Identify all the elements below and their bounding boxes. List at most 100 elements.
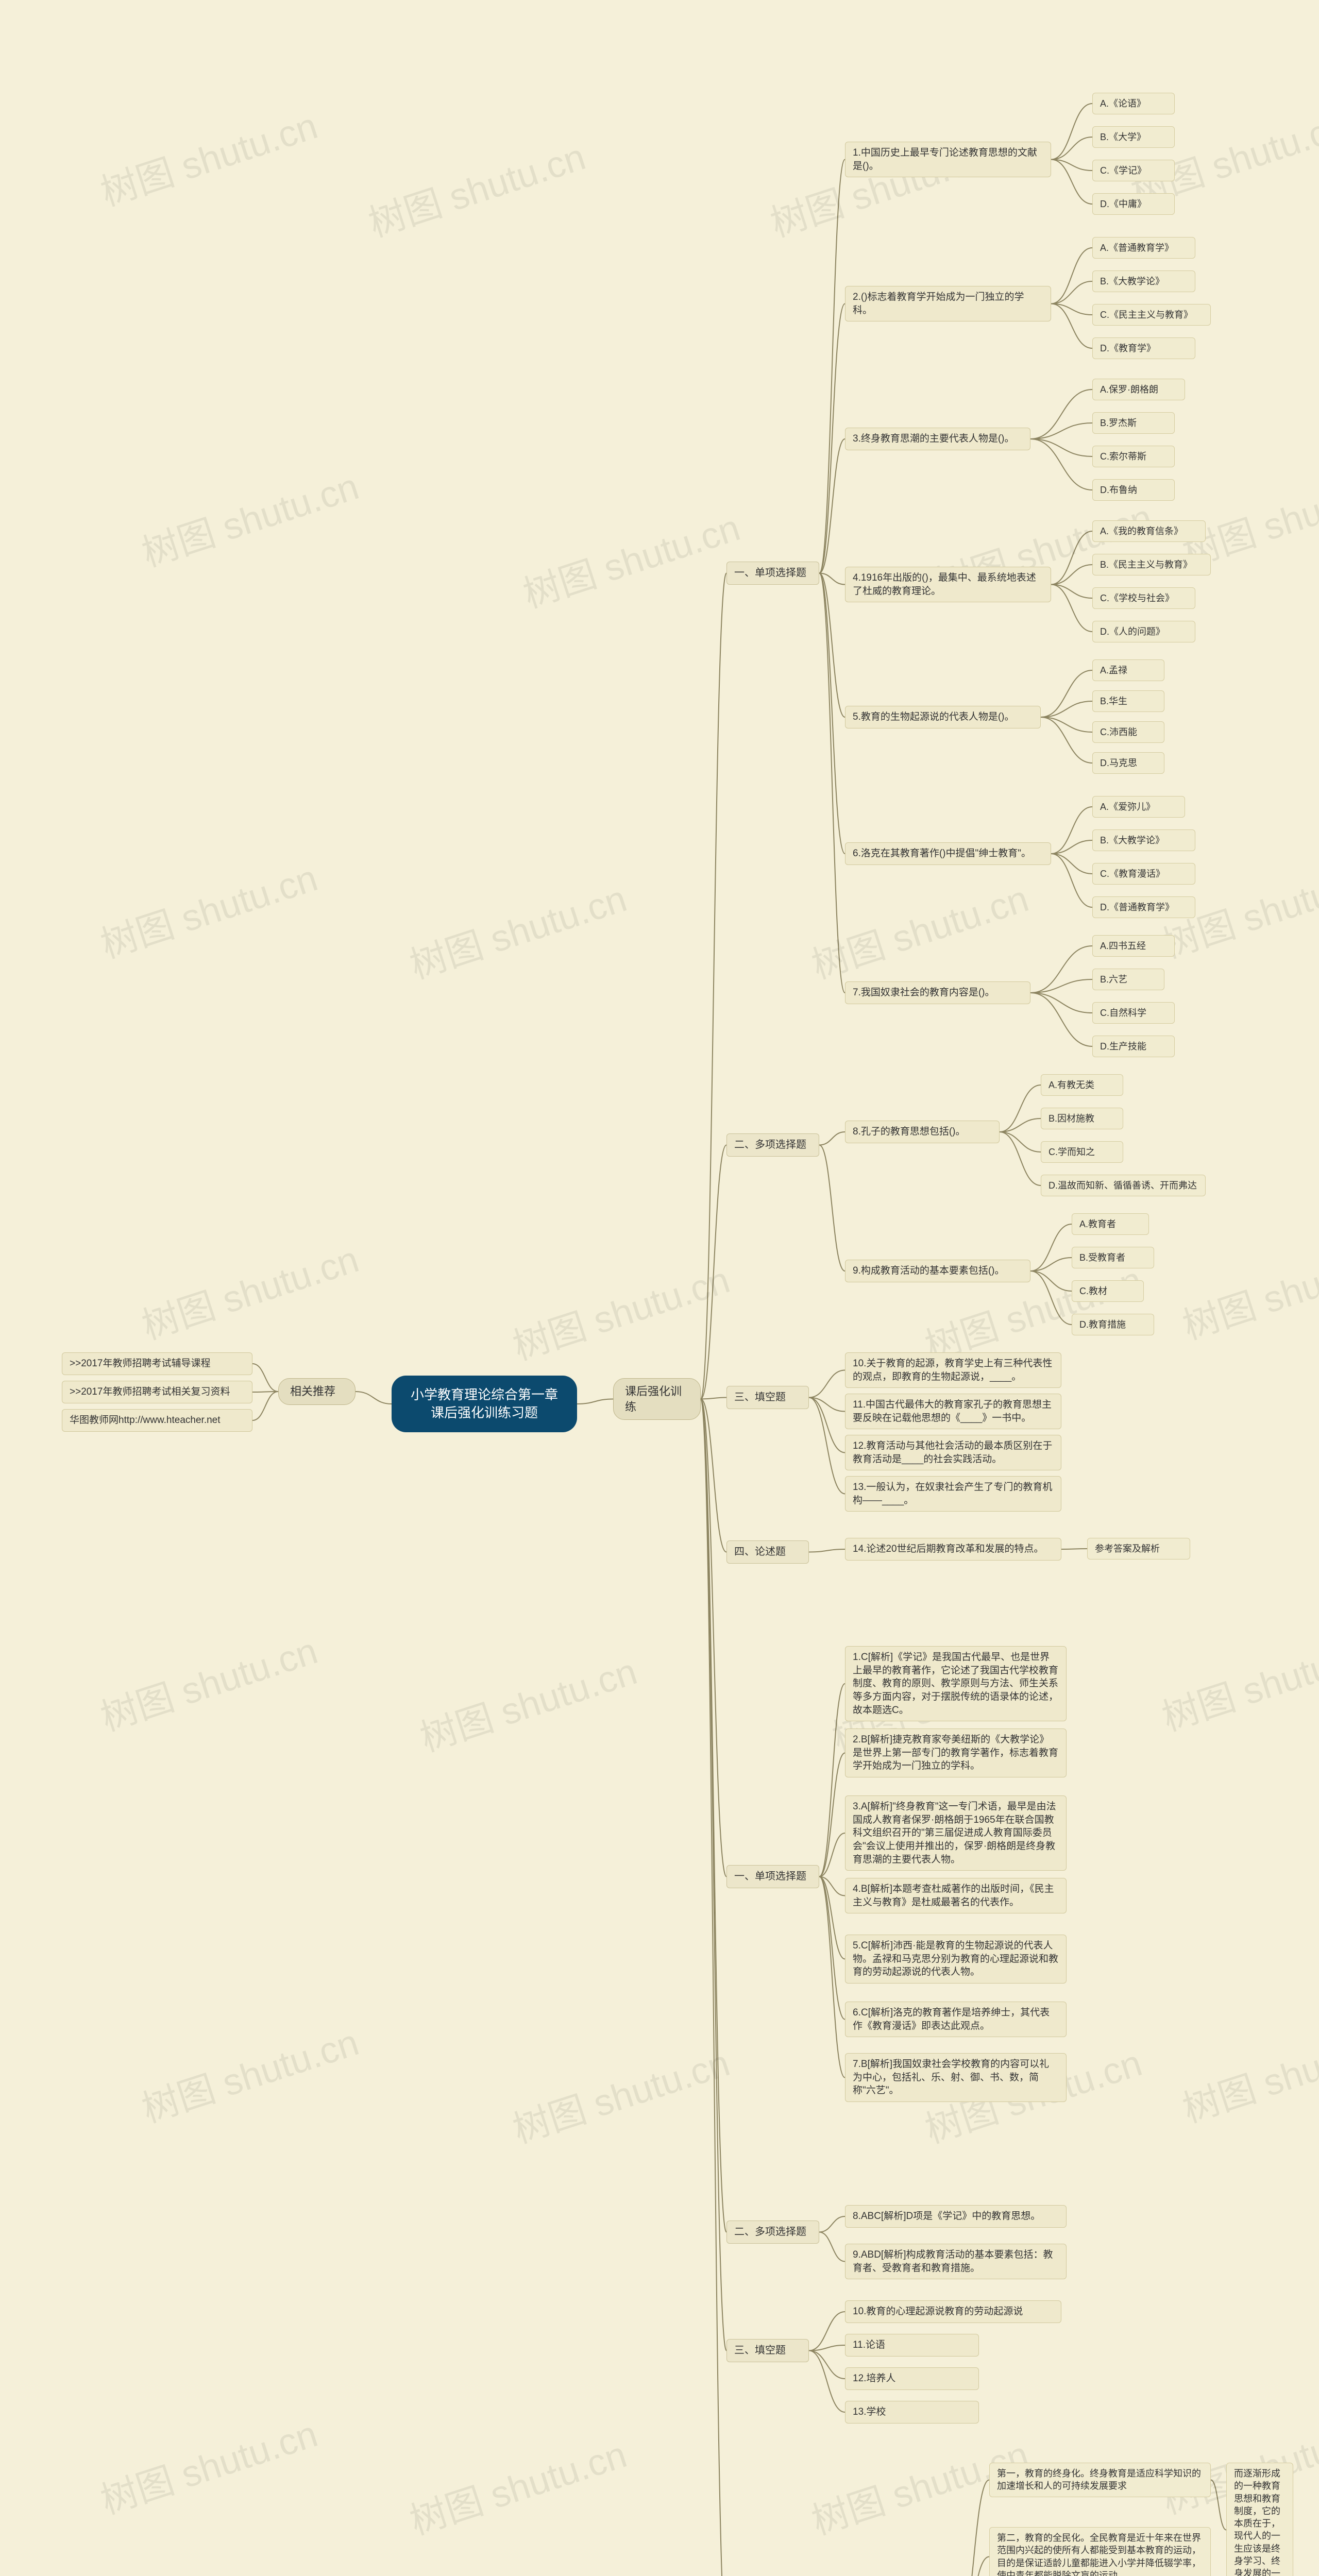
node-a11[interactable]: 11.论语 [845,2334,979,2357]
node-sec6[interactable]: 二、多项选择题 [726,2221,819,2244]
node-q5[interactable]: 5.教育的生物起源说的代表人物是()。 [845,706,1041,728]
node-q12[interactable]: 12.教育活动与其他社会活动的最本质区别在于教育活动是____的社会实践活动。 [845,1435,1061,1470]
node-q8a[interactable]: A.有教无类 [1041,1074,1123,1096]
node-q1c[interactable]: C.《学记》 [1092,160,1175,181]
edge [1000,1118,1041,1132]
edge [1041,717,1092,732]
edge [1051,304,1092,315]
node-q9a[interactable]: A.教育者 [1072,1213,1149,1235]
node-q9d[interactable]: D.教育措施 [1072,1314,1154,1335]
node-a4[interactable]: 4.B[解析]本题考查杜威著作的出版时间，《民主主义与教育》是杜威最著名的代表作… [845,1878,1067,1913]
node-left_box[interactable]: 相关推荐 [278,1378,356,1405]
node-left_b[interactable]: >>2017年教师招聘考试相关复习资料 [62,1381,252,1403]
node-q7d[interactable]: D.生产技能 [1092,1036,1175,1057]
node-q11[interactable]: 11.中国古代最伟大的教育家孔子的教育思想主要反映在记载他思想的《____》一书… [845,1394,1061,1429]
node-q2[interactable]: 2.()标志着教育学开始成为一门独立的学科。 [845,286,1051,321]
node-q5d[interactable]: D.马克思 [1092,752,1164,774]
node-q7a[interactable]: A.四书五经 [1092,935,1175,957]
node-q8d[interactable]: D.温故而知新、循循善诱、开而弗达 [1041,1175,1206,1196]
node-a13[interactable]: 13.学校 [845,2401,979,2424]
node-a6[interactable]: 6.C[解析]洛克的教育著作是培养绅士，其代表作《教育漫话》即表达此观点。 [845,2002,1067,2037]
node-q3c[interactable]: C.索尔蒂斯 [1092,446,1175,467]
node-a10[interactable]: 10.教育的心理起源说教育的劳动起源说 [845,2300,1061,2323]
node-q7[interactable]: 7.我国奴隶社会的教育内容是()。 [845,981,1030,1004]
node-q5a[interactable]: A.孟禄 [1092,659,1164,681]
watermark: 树图 shutu.cn [402,868,632,989]
node-q4c[interactable]: C.《学校与社会》 [1092,587,1195,609]
edge [819,573,845,718]
node-q1[interactable]: 1.中国历史上最早专门论述教育思想的文献是()。 [845,142,1051,177]
edge [809,1370,845,1398]
node-q5b[interactable]: B.华生 [1092,690,1164,712]
edge [1030,1271,1072,1325]
node-a2[interactable]: 2.B[解析]捷克教育家夸美纽斯的《大教学论》是世界上第一部专门的教育学著作，标… [845,1728,1067,1777]
node-right_box[interactable]: 课后强化训练 [613,1378,701,1420]
watermark: 树图 shutu.cn [134,456,364,577]
node-sec3[interactable]: 三、填空题 [726,1386,809,1409]
node-a14_2[interactable]: 第二，教育的全民化。全民教育是近十年来在世界范围内兴起的使所有人都能受到基本教育… [989,2527,1211,2576]
node-q2a[interactable]: A.《普通教育学》 [1092,237,1195,259]
node-q3[interactable]: 3.终身教育思潮的主要代表人物是()。 [845,428,1030,450]
node-q2d[interactable]: D.《教育学》 [1092,337,1195,359]
node-a8[interactable]: 8.ABC[解析]D项是《学记》中的教育思想。 [845,2205,1067,2228]
node-q13[interactable]: 13.一般认为，在奴隶社会产生了专门的教育机构——____。 [845,1476,1061,1512]
node-q7b[interactable]: B.六艺 [1092,969,1164,990]
node-q4b[interactable]: B.《民主主义与教育》 [1092,554,1211,575]
node-q2c[interactable]: C.《民主主义与教育》 [1092,304,1211,326]
node-q3d[interactable]: D.布鲁纳 [1092,479,1175,501]
node-q5c[interactable]: C.沛西能 [1092,721,1164,743]
node-left_a[interactable]: >>2017年教师招聘考试辅导课程 [62,1352,252,1375]
edge [1051,104,1092,160]
edge [1000,1132,1041,1152]
node-a1[interactable]: 1.C[解析]《学记》是我国古代最早、也是世界上最早的教育著作，它论述了我国古代… [845,1646,1067,1721]
node-q3a[interactable]: A.保罗·朗格朗 [1092,379,1185,400]
node-a5[interactable]: 5.C[解析]沛西·能是教育的生物起源说的代表人物。孟禄和马克思分别为教育的心理… [845,1935,1067,1984]
node-q9c[interactable]: C.教材 [1072,1280,1144,1302]
node-sec4[interactable]: 四、论述题 [726,1540,809,1564]
node-q9b[interactable]: B.受教育者 [1072,1247,1154,1268]
node-q6d[interactable]: D.《普通教育学》 [1092,896,1195,918]
node-q10[interactable]: 10.关于教育的起源，教育学史上有三种代表性的观点，即教育的生物起源说，____… [845,1352,1061,1388]
node-a3[interactable]: 3.A[解析]"终身教育"这一专门术语，最早是由法国成人教育者保罗·朗格朗于19… [845,1795,1067,1871]
edge [1041,701,1092,717]
node-q1b[interactable]: B.《大学》 [1092,126,1175,148]
node-a14_1b[interactable]: 而逐渐形成的一种教育思想和教育制度，它的本质在于，现代人的一生应该是终身学习、终… [1226,2463,1293,2576]
node-a7[interactable]: 7.B[解析]我国奴隶社会学校教育的内容可以礼为中心，包括礼、乐、射、御、书、数… [845,2053,1067,2102]
node-q6a[interactable]: A.《爱弥儿》 [1092,796,1185,818]
node-sec2[interactable]: 二、多项选择题 [726,1133,819,1157]
node-q8c[interactable]: C.学而知之 [1041,1141,1123,1163]
node-a12[interactable]: 12.培养人 [845,2367,979,2390]
node-sec7[interactable]: 三、填空题 [726,2339,809,2362]
node-a9[interactable]: 9.ABD[解析]构成教育活动的基本要素包括：教育者、受教育者和教育措施。 [845,2244,1067,2279]
node-q6b[interactable]: B.《大教学论》 [1092,829,1195,851]
watermark: 树图 shutu.cn [515,497,746,618]
node-a14_1[interactable]: 第一，教育的终身化。终身教育是适应科学知识的加速增长和人的可持续发展要求 [989,2463,1211,2497]
node-q8[interactable]: 8.孔子的教育思想包括()。 [845,1121,1000,1143]
edge [1051,531,1092,585]
node-q4d[interactable]: D.《人的问题》 [1092,621,1195,642]
node-q1d[interactable]: D.《中庸》 [1092,193,1175,215]
node-sec1[interactable]: 一、单项选择题 [726,562,819,585]
node-q2b[interactable]: B.《大教学论》 [1092,270,1195,292]
node-q14[interactable]: 14.论述20世纪后期教育改革和发展的特点。 [845,1538,1061,1561]
node-q4[interactable]: 4.1916年出版的()，最集中、最系统地表述了杜威的教育理论。 [845,567,1051,602]
edge [1030,979,1092,993]
edge [701,1399,726,2232]
node-q14r[interactable]: 参考答案及解析 [1087,1538,1190,1560]
node-left_c[interactable]: 华图教师网http://www.hteacher.net [62,1409,252,1432]
node-q4a[interactable]: A.《我的教育信条》 [1092,520,1206,542]
node-q1a[interactable]: A.《论语》 [1092,93,1175,114]
node-q3b[interactable]: B.罗杰斯 [1092,412,1175,434]
edge [819,1877,845,2020]
node-q8b[interactable]: B.因材施教 [1041,1108,1123,1129]
node-q9[interactable]: 9.构成教育活动的基本要素包括()。 [845,1260,1030,1282]
edge [1051,565,1092,585]
node-sec5[interactable]: 一、单项选择题 [726,1865,819,1888]
node-root[interactable]: 小学教育理论综合第一章 课后强化训练习题 [392,1376,577,1432]
node-q6[interactable]: 6.洛克在其教育著作()中提倡"绅士教育"。 [845,842,1051,865]
node-q6c[interactable]: C.《教育漫话》 [1092,863,1195,885]
edge [252,1392,278,1420]
node-q7c[interactable]: C.自然科学 [1092,1002,1175,1024]
edge [1051,137,1092,160]
edge [1041,717,1092,763]
